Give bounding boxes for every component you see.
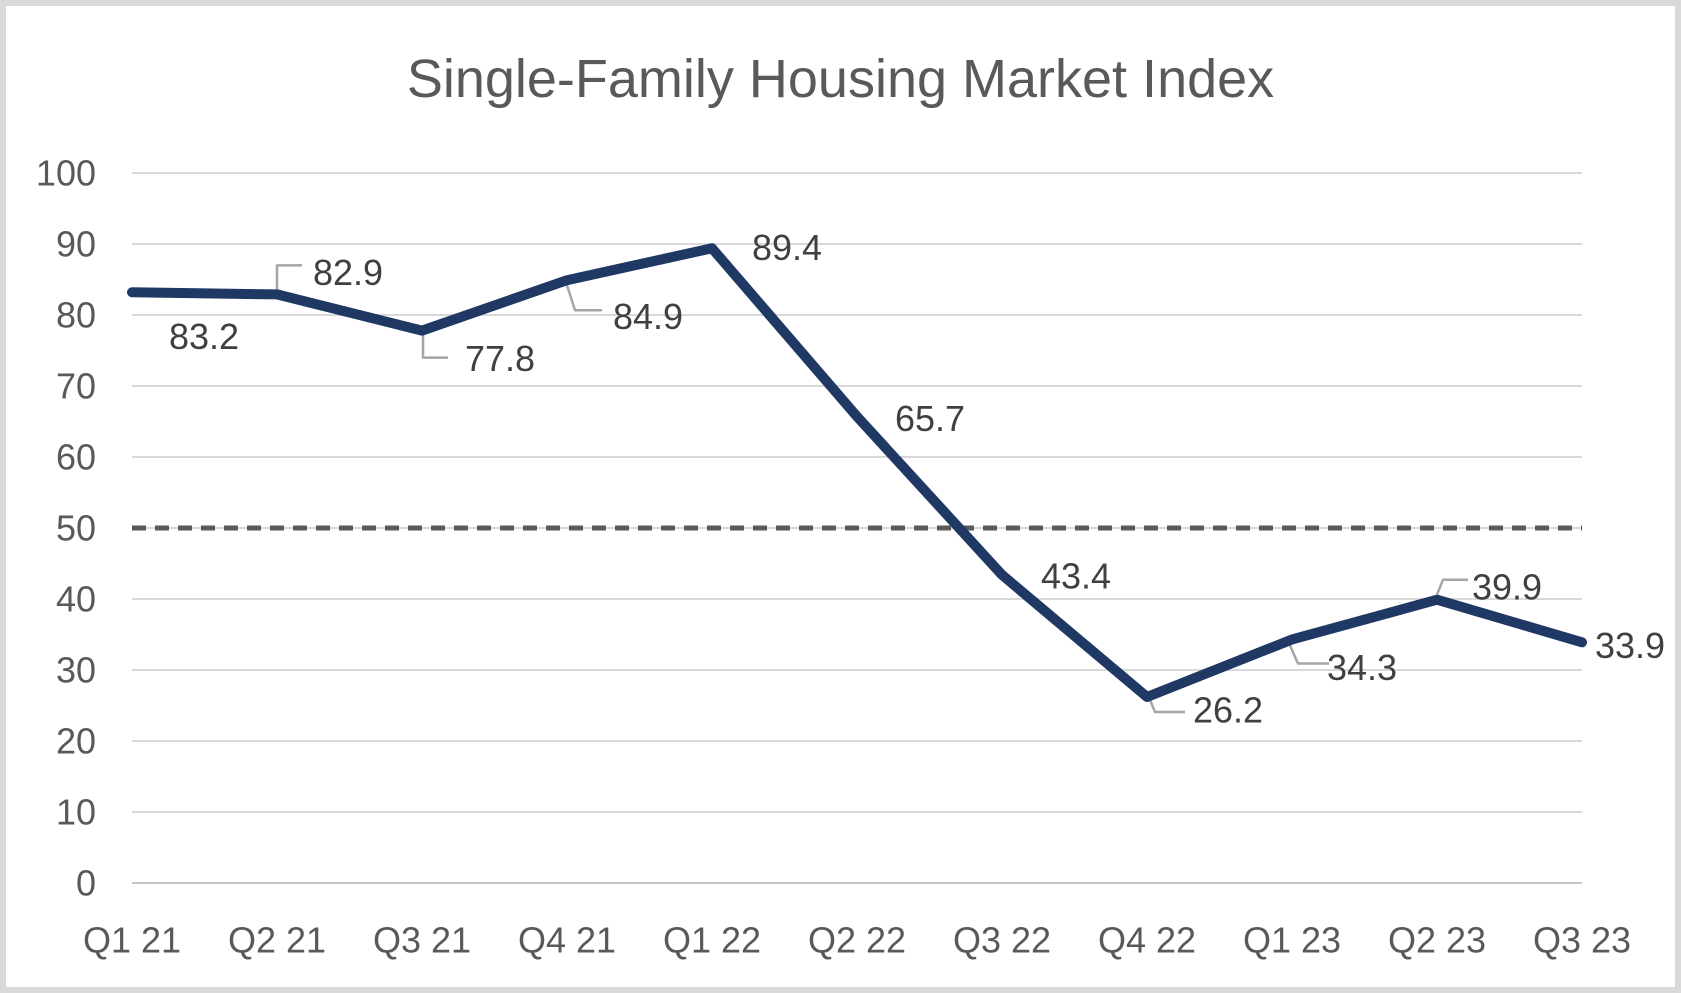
x-tick-label: Q3 23 <box>1533 920 1631 961</box>
y-tick-label: 40 <box>56 579 96 620</box>
y-tick-label: 60 <box>56 437 96 478</box>
chart-title: Single-Family Housing Market Index <box>406 49 1275 109</box>
data-point-label: 82.9 <box>313 252 383 293</box>
label-leader-line <box>1148 699 1185 714</box>
x-tick-label: Q4 21 <box>518 920 616 961</box>
y-tick-label: 10 <box>56 792 96 833</box>
label-leader-line <box>275 264 302 293</box>
label-leader-line <box>421 334 448 359</box>
y-tick-label: 30 <box>56 650 96 691</box>
y-tick-label: 70 <box>56 366 96 407</box>
x-tick-label: Q4 22 <box>1098 920 1196 961</box>
data-point-label: 43.4 <box>1041 555 1111 596</box>
series-line-housing-index <box>127 243 1587 702</box>
data-point-label: 26.2 <box>1193 690 1263 731</box>
data-point-label: 83.2 <box>169 316 239 357</box>
data-point-label: 33.9 <box>1595 625 1665 666</box>
data-point-label: 65.7 <box>895 398 965 439</box>
x-tick-label: Q1 23 <box>1243 920 1341 961</box>
y-tick-label: 0 <box>76 863 96 904</box>
data-point-label: 39.9 <box>1472 566 1542 607</box>
x-tick-label: Q2 22 <box>808 920 906 961</box>
y-tick-label: 20 <box>56 721 96 762</box>
x-tick-label: Q3 21 <box>373 920 471 961</box>
label-leader-line <box>1435 578 1468 596</box>
data-point-label: 34.3 <box>1327 647 1397 688</box>
label-leader-line <box>565 284 602 312</box>
y-tick-label: 80 <box>56 295 96 336</box>
y-tick-label: 100 <box>36 153 96 194</box>
data-point-label: 84.9 <box>613 296 683 337</box>
label-leader-line <box>1288 644 1329 665</box>
y-tick-label: 90 <box>56 224 96 265</box>
x-tick-label: Q1 21 <box>83 920 181 961</box>
x-tick-label: Q2 23 <box>1388 920 1486 961</box>
x-tick-label: Q1 22 <box>663 920 761 961</box>
line-chart-canvas: 83.2 82.9 77.8 84.9 89.4 65.7 43.4 26.2 34.3 39.9… <box>36 153 1665 961</box>
data-point-label: 77.8 <box>465 338 535 379</box>
x-tick-label: Q2 21 <box>228 920 326 961</box>
data-point-label: 89.4 <box>752 227 822 268</box>
x-tick-label: Q3 22 <box>953 920 1051 961</box>
y-tick-label: 50 <box>56 508 96 549</box>
